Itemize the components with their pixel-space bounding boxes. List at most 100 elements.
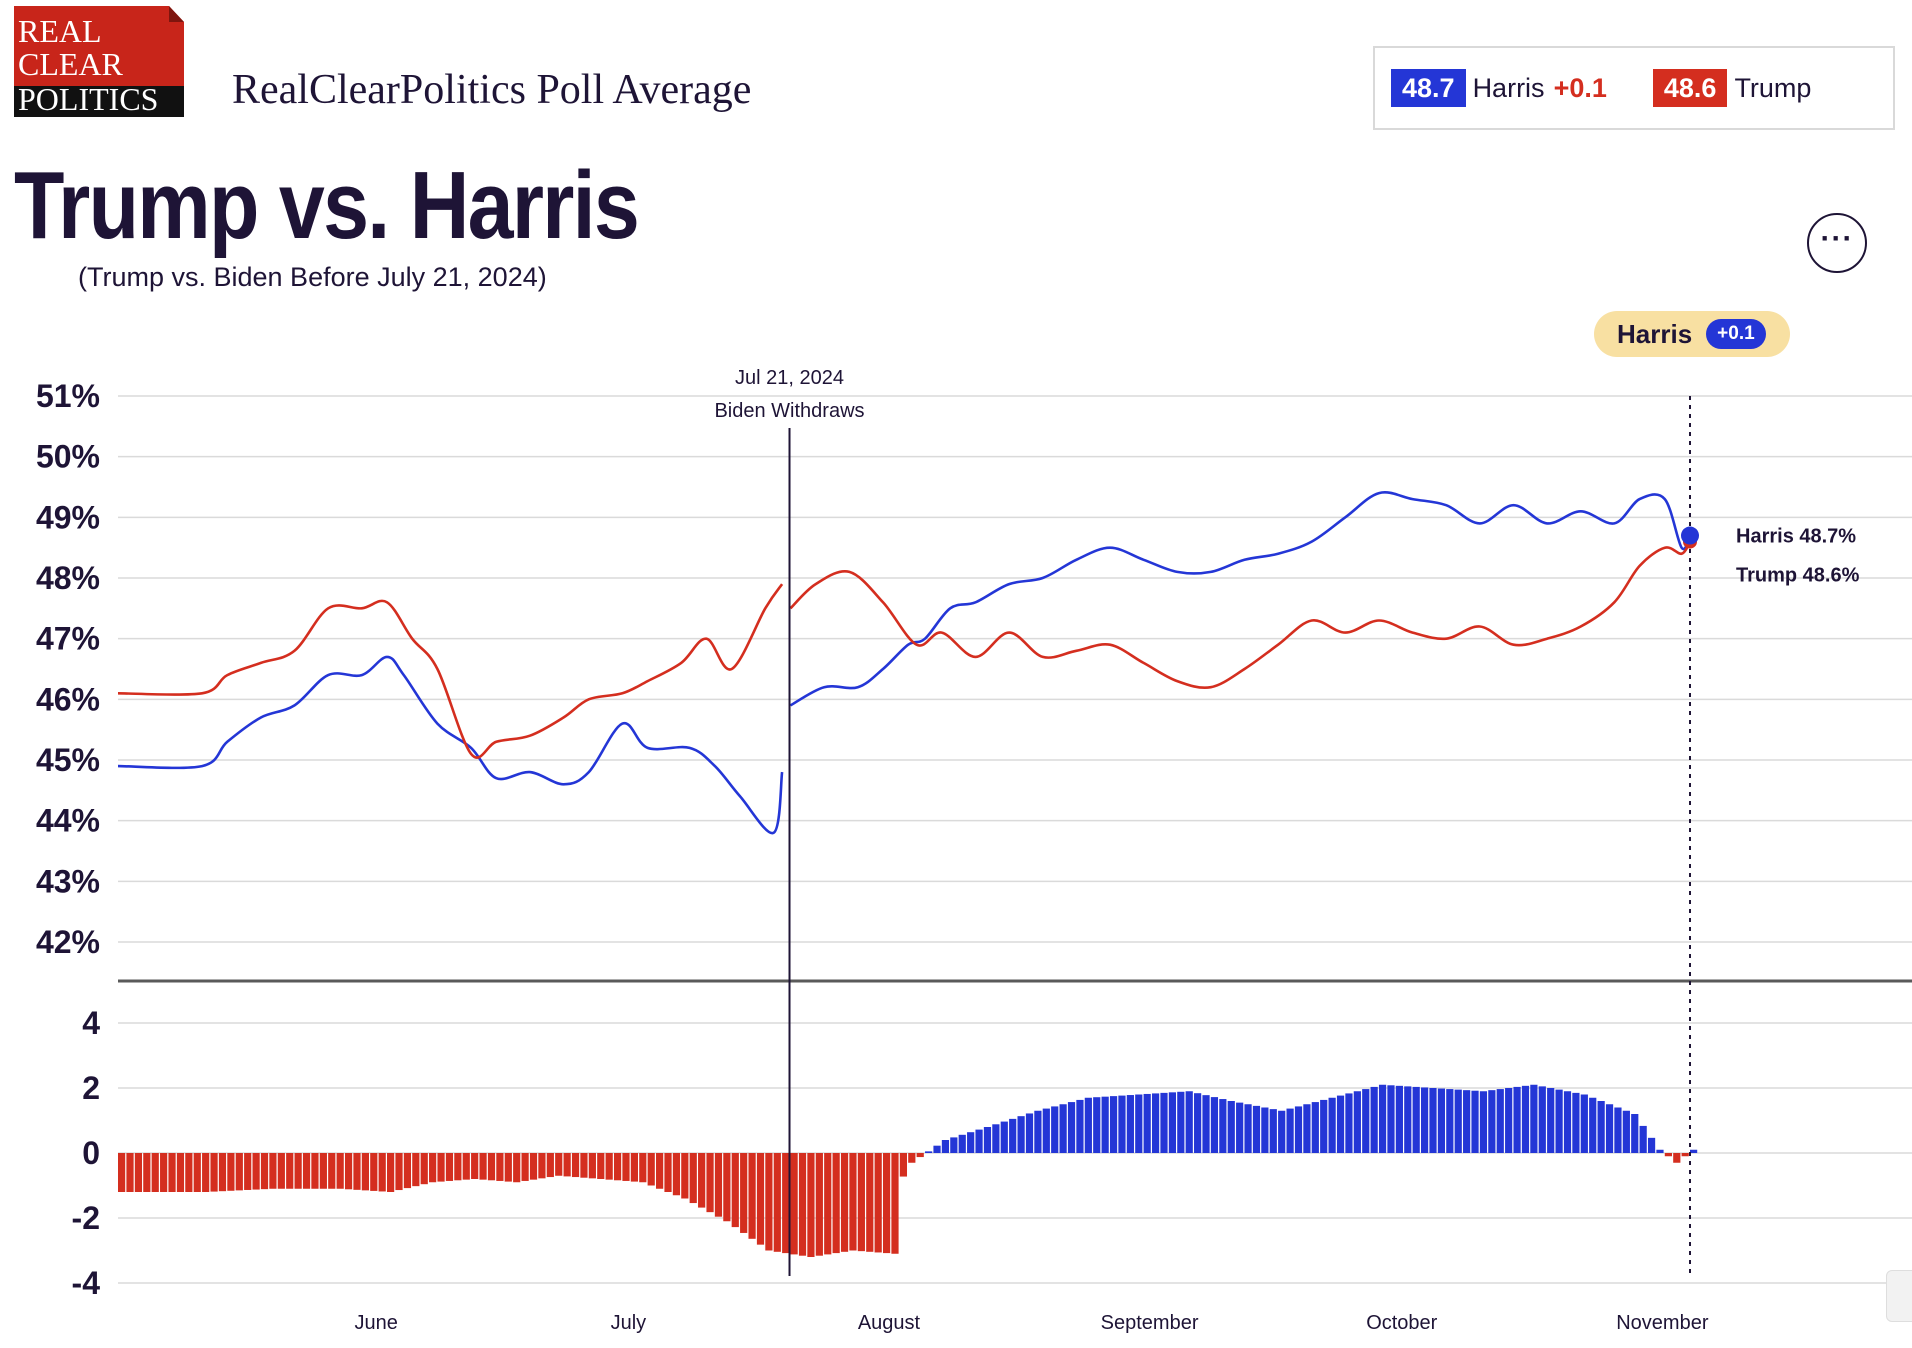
spread-bar	[588, 1153, 596, 1179]
spread-bar	[1252, 1105, 1261, 1153]
spread-bar	[992, 1124, 1000, 1153]
spread-bar	[933, 1145, 941, 1153]
spread-bar	[1597, 1101, 1605, 1153]
spread-bar	[1681, 1153, 1689, 1157]
spread-bar	[420, 1153, 428, 1185]
spread-bar	[698, 1153, 706, 1208]
spread-bar	[218, 1153, 227, 1192]
spread-bar	[1135, 1094, 1143, 1153]
spread-bar	[134, 1153, 143, 1192]
spread-bar	[597, 1153, 605, 1179]
spread-bar	[1118, 1095, 1126, 1153]
x-tick-label: November	[1616, 1312, 1709, 1334]
legend-item-trump[interactable]: 48.6 Trump	[1652, 69, 1811, 107]
spread-bar	[1412, 1086, 1420, 1153]
annotation-date: Jul 21, 2024	[735, 367, 844, 389]
spread-bar	[1605, 1104, 1614, 1153]
spread-bar	[513, 1153, 521, 1183]
spread-bar	[1353, 1091, 1361, 1153]
spread-bar	[227, 1153, 235, 1191]
page-title: Trump vs. Harris	[14, 152, 640, 259]
spread-bar	[1395, 1085, 1403, 1153]
spread-bar	[1614, 1107, 1622, 1153]
spread-bar	[1505, 1088, 1513, 1153]
spread-bar	[1656, 1149, 1664, 1153]
spread-bar	[866, 1153, 874, 1252]
spread-bar	[580, 1153, 588, 1178]
spread-bar	[1572, 1092, 1580, 1153]
spread-bar	[916, 1153, 924, 1158]
spread-bar	[1311, 1102, 1319, 1153]
more-options-button[interactable]: ···	[1807, 213, 1867, 273]
spread-bar	[832, 1153, 840, 1254]
spread-bar	[983, 1127, 992, 1153]
spread-bar	[353, 1153, 361, 1190]
spread-bar	[496, 1153, 504, 1181]
end-label-harris: Harris 48.7%	[1736, 526, 1856, 548]
spread-bar	[454, 1153, 462, 1181]
x-tick-label: October	[1366, 1312, 1437, 1334]
spread-bar	[891, 1153, 899, 1254]
spread-bar	[714, 1153, 723, 1217]
spread-bar	[782, 1153, 790, 1254]
scroll-handle[interactable]	[1886, 1270, 1912, 1322]
spread-bar	[546, 1153, 554, 1178]
spread-bar	[378, 1153, 386, 1192]
spread-bar	[1463, 1090, 1471, 1153]
series-line-trump	[789, 540, 1692, 689]
spread-bar	[664, 1153, 672, 1192]
site-name: RealClearPolitics Poll Average	[232, 67, 752, 113]
spread-bar	[1219, 1099, 1227, 1153]
spread-bar	[723, 1153, 731, 1222]
spread-bar	[1278, 1110, 1286, 1153]
spread-bar	[1555, 1089, 1563, 1153]
spread-bar	[1639, 1125, 1647, 1153]
spread-bar	[185, 1153, 193, 1192]
spread-bar	[950, 1137, 958, 1153]
spread-bar	[319, 1153, 327, 1189]
spread-bar	[176, 1153, 185, 1192]
spread-bar	[160, 1153, 168, 1192]
leader-spread-badge: +0.1	[1706, 319, 1766, 349]
spread-bar	[1000, 1121, 1008, 1153]
spread-bar	[563, 1153, 571, 1177]
spread-bar	[370, 1153, 378, 1191]
series-line-harris	[789, 491, 1692, 707]
spread-y-tick-label: -2	[72, 1200, 100, 1236]
spread-bar	[1042, 1108, 1050, 1153]
spread-bar	[479, 1153, 487, 1180]
y-tick-label: 44%	[36, 803, 100, 839]
spread-bar	[1580, 1094, 1588, 1153]
spread-bar	[555, 1153, 563, 1176]
spread-bar	[445, 1153, 454, 1181]
spread-bar	[706, 1153, 714, 1213]
spread-bar	[1647, 1137, 1656, 1153]
spread-bar	[1673, 1153, 1681, 1163]
harris-value-badge: 48.7	[1391, 69, 1466, 107]
spread-bar	[1479, 1091, 1488, 1153]
legend-item-harris[interactable]: 48.7 Harris +0.1	[1391, 69, 1607, 107]
spread-bar	[193, 1153, 201, 1192]
x-tick-label: June	[355, 1312, 398, 1334]
spread-bar	[1404, 1086, 1412, 1153]
spread-bar	[756, 1153, 765, 1245]
spread-bar	[958, 1134, 966, 1153]
spread-bar	[647, 1153, 655, 1186]
spread-bar	[344, 1153, 353, 1190]
spread-bar	[1227, 1101, 1235, 1153]
spread-bar	[1664, 1153, 1672, 1157]
spread-bar	[387, 1153, 395, 1192]
spread-bar	[630, 1153, 638, 1182]
spread-bar	[294, 1153, 302, 1189]
spread-bar	[1454, 1089, 1462, 1153]
spread-bar	[1261, 1107, 1269, 1153]
spread-bar	[168, 1153, 176, 1192]
spread-y-tick-label: -4	[72, 1265, 101, 1301]
spread-bar	[849, 1153, 857, 1251]
spread-bar	[521, 1153, 529, 1181]
spread-bar	[899, 1153, 908, 1177]
spread-bar	[1420, 1087, 1429, 1153]
svg-text:CLEAR: CLEAR	[18, 46, 124, 82]
spread-bar	[1345, 1093, 1353, 1153]
